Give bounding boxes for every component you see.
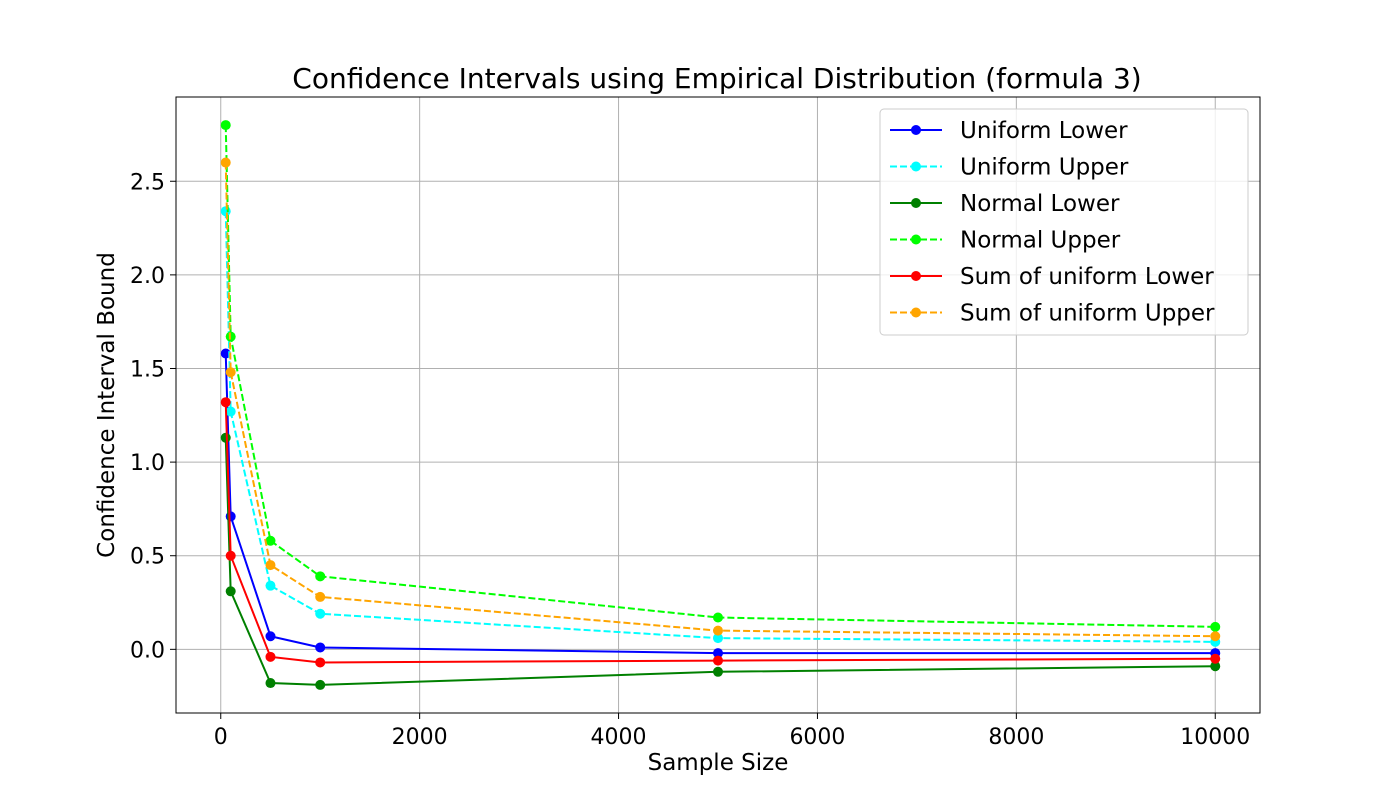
data-point-uniform-lower xyxy=(713,648,723,659)
data-point-sum-of-uniform-lower xyxy=(315,657,326,668)
chart-title: Confidence Intervals using Empirical Dis… xyxy=(292,62,1141,95)
data-point-sum-of-uniform-upper xyxy=(1210,631,1221,642)
data-point-normal-upper xyxy=(265,535,276,546)
x-tick-label: 2000 xyxy=(392,725,448,750)
series-line-uniform-lower xyxy=(224,353,1216,655)
legend-label-uniform-lower: Uniform Lower xyxy=(960,118,1128,144)
data-point-sum-of-uniform-upper xyxy=(265,560,276,571)
legend: Uniform Lower Uniform Upper Normal Lower No… xyxy=(879,108,1249,336)
data-point-sum-of-uniform-lower xyxy=(265,651,276,662)
legend-marker-uniform-upper xyxy=(911,161,921,172)
legend-marker-sum-of-uniform-lower xyxy=(911,271,921,281)
data-point-uniform-upper xyxy=(265,580,276,591)
data-point-normal-upper xyxy=(1210,621,1221,632)
legend-label-sum-of-uniform-upper: Sum of uniform Upper xyxy=(960,301,1215,327)
legend-marker-normal-upper xyxy=(911,234,921,245)
data-point-normal-upper xyxy=(220,120,231,131)
x-axis-title: Sample Size xyxy=(648,750,789,776)
series-line-sum-of-uniform-lower xyxy=(224,402,1216,664)
data-point-uniform-upper xyxy=(225,406,236,417)
data-point-sum-of-uniform-upper xyxy=(315,591,326,602)
y-tick-label: 0.5 xyxy=(130,545,165,570)
legend-marker-sum-of-uniform-upper xyxy=(911,307,921,318)
x-tick-label: 8000 xyxy=(988,725,1044,750)
y-axis: 0.0 0.5 1.0 1.5 2.0 2.5 xyxy=(130,170,176,663)
series-line-sum-of-uniform-upper xyxy=(224,162,1216,638)
legend-label-sum-of-uniform-lower: Sum of uniform Lower xyxy=(960,264,1214,290)
data-point-normal-lower xyxy=(225,586,236,597)
data-point-sum-of-uniform-lower xyxy=(220,397,231,408)
y-tick-label: 1.5 xyxy=(130,357,165,382)
data-point-sum-of-uniform-lower xyxy=(1210,653,1221,664)
data-point-uniform-upper xyxy=(220,206,231,217)
y-tick-label: 0.0 xyxy=(130,638,165,663)
data-point-sum-of-uniform-upper xyxy=(713,625,723,636)
x-tick-label: 6000 xyxy=(789,725,845,750)
data-point-uniform-lower xyxy=(220,348,231,359)
y-tick-label: 2.0 xyxy=(130,264,165,289)
series-line-normal-upper xyxy=(224,125,1216,628)
series-sum-of-uniform-lower xyxy=(220,397,1221,668)
data-point-sum-of-uniform-lower xyxy=(225,550,236,561)
series-sum-of-uniform-upper xyxy=(220,157,1221,642)
data-point-normal-lower xyxy=(315,679,326,690)
data-point-uniform-lower xyxy=(315,642,326,653)
data-point-uniform-upper xyxy=(713,633,723,644)
legend-frame xyxy=(879,108,1249,336)
series-line-normal-lower xyxy=(224,437,1216,686)
data-point-normal-upper xyxy=(315,571,326,582)
data-point-normal-lower xyxy=(220,432,231,443)
y-tick-label: 2.5 xyxy=(130,170,165,195)
x-axis: 0 2000 4000 6000 8000 10000 xyxy=(214,713,1250,750)
series-group xyxy=(220,120,1221,690)
series-uniform-lower xyxy=(220,348,1221,659)
x-tick-label: 4000 xyxy=(591,725,647,750)
y-tick-label: 1.0 xyxy=(130,451,165,476)
legend-marker-normal-lower xyxy=(911,198,921,208)
y-axis-title: Confidence Interval Bound xyxy=(94,252,120,558)
data-point-normal-lower xyxy=(713,666,723,677)
x-tick-label: 10000 xyxy=(1180,725,1250,750)
series-normal-upper xyxy=(220,120,1221,632)
legend-label-uniform-upper: Uniform Upper xyxy=(960,155,1129,181)
data-point-normal-lower xyxy=(265,678,276,689)
data-point-normal-upper xyxy=(713,612,723,623)
plot-frame xyxy=(175,96,1261,714)
data-point-sum-of-uniform-upper xyxy=(225,367,236,378)
x-tick-label: 0 xyxy=(214,725,228,750)
data-point-uniform-lower xyxy=(265,631,276,642)
data-point-sum-of-uniform-lower xyxy=(713,655,723,666)
data-point-uniform-upper xyxy=(315,608,326,619)
legend-label-normal-upper: Normal Upper xyxy=(960,228,1121,254)
data-point-sum-of-uniform-upper xyxy=(220,157,231,168)
series-normal-lower xyxy=(220,432,1221,690)
data-point-normal-lower xyxy=(1210,661,1221,672)
legend-label-normal-lower: Normal Lower xyxy=(960,191,1120,217)
legend-marker-uniform-lower xyxy=(911,125,921,135)
